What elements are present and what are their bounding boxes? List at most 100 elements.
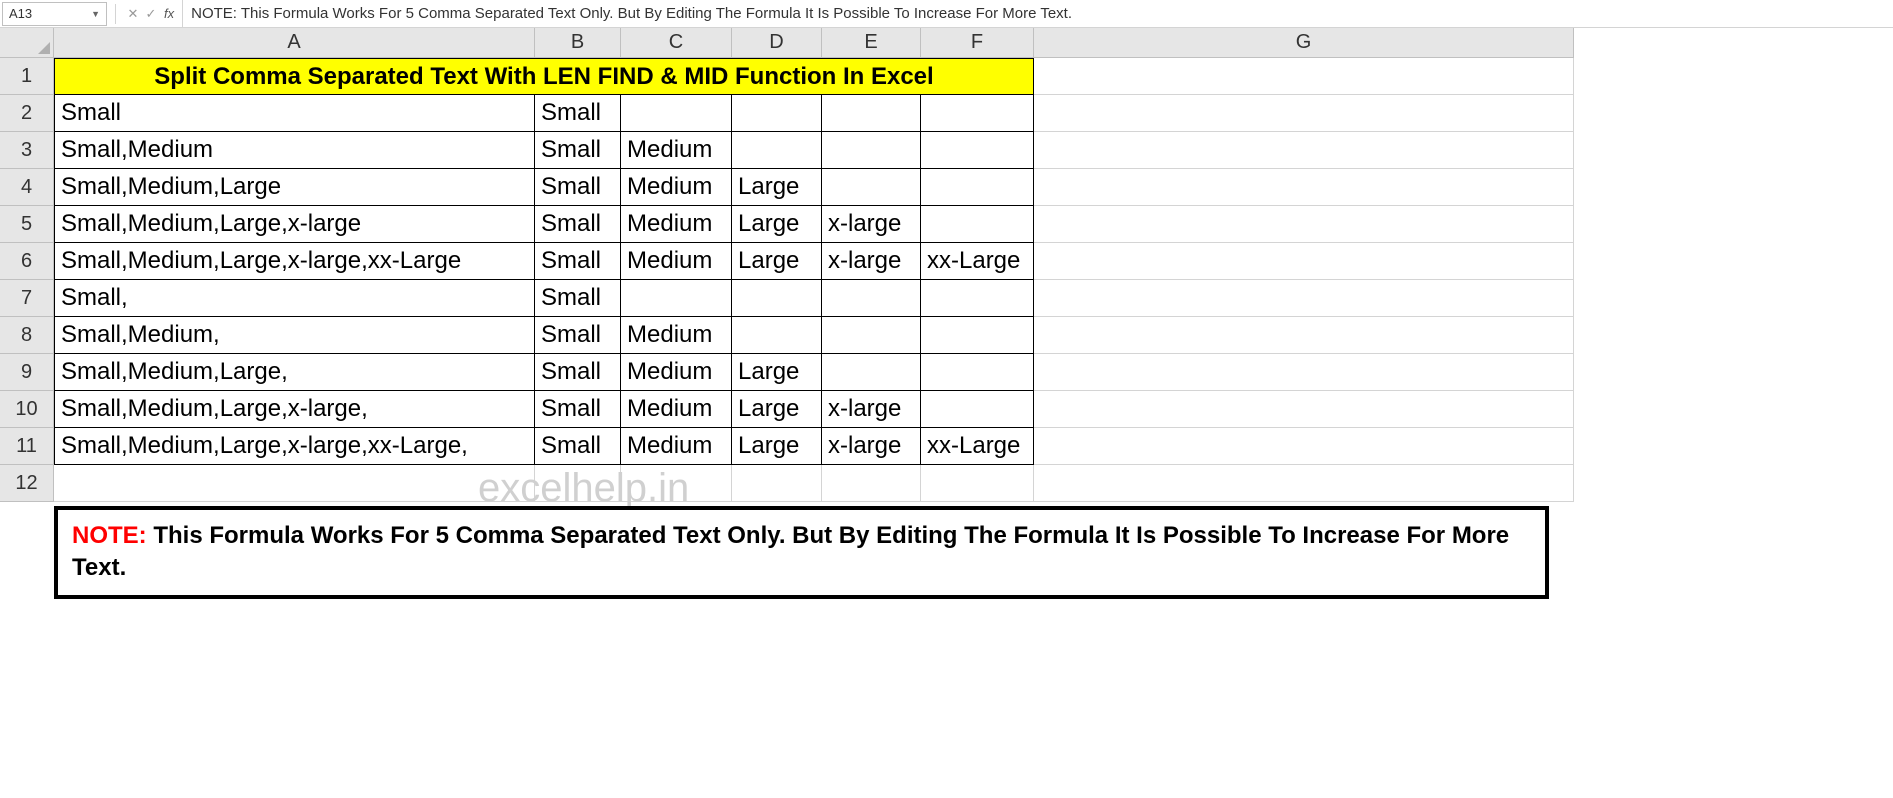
row-header-1[interactable]: 1 — [0, 58, 54, 95]
cell[interactable]: x-large — [822, 243, 921, 280]
cell[interactable] — [921, 465, 1034, 502]
col-header-a[interactable]: A — [54, 28, 535, 58]
row-header-10[interactable]: 10 — [0, 391, 54, 428]
cell[interactable] — [822, 95, 921, 132]
row-header-8[interactable]: 8 — [0, 317, 54, 354]
row-header-9[interactable]: 9 — [0, 354, 54, 391]
cell[interactable] — [822, 354, 921, 391]
row-header-7[interactable]: 7 — [0, 280, 54, 317]
cell[interactable] — [621, 95, 732, 132]
cancel-icon[interactable]: ✕ — [124, 4, 142, 24]
cell[interactable] — [1034, 206, 1574, 243]
cell[interactable]: Large — [732, 354, 822, 391]
cell[interactable]: Small — [535, 169, 621, 206]
cell[interactable] — [1034, 95, 1574, 132]
row-header-4[interactable]: 4 — [0, 169, 54, 206]
cell[interactable] — [732, 132, 822, 169]
col-header-d[interactable]: D — [732, 28, 822, 58]
cell[interactable]: Medium — [621, 317, 732, 354]
cell[interactable] — [921, 169, 1034, 206]
cell[interactable]: xx-Large — [921, 243, 1034, 280]
cell[interactable] — [54, 465, 535, 502]
cell[interactable]: Medium — [621, 243, 732, 280]
cell[interactable] — [822, 317, 921, 354]
cell[interactable] — [822, 169, 921, 206]
cell[interactable] — [1034, 465, 1574, 502]
cell[interactable]: Small — [535, 132, 621, 169]
cell[interactable]: Small,Medium,Large,x-large, — [54, 391, 535, 428]
enter-icon[interactable]: ✓ — [142, 4, 160, 24]
cell[interactable] — [1034, 132, 1574, 169]
cell[interactable]: Medium — [621, 169, 732, 206]
cell[interactable]: Small,Medium,Large,x-large,xx-Large, — [54, 428, 535, 465]
cell[interactable]: Small — [535, 95, 621, 132]
cell[interactable] — [1034, 354, 1574, 391]
row-header-2[interactable]: 2 — [0, 95, 54, 132]
col-header-g[interactable]: G — [1034, 28, 1574, 58]
cell[interactable]: x-large — [822, 391, 921, 428]
cell[interactable]: Medium — [621, 391, 732, 428]
cell[interactable]: x-large — [822, 428, 921, 465]
cell[interactable] — [1034, 317, 1574, 354]
cell[interactable]: Large — [732, 243, 822, 280]
cell[interactable]: Small — [535, 317, 621, 354]
cell[interactable]: Large — [732, 391, 822, 428]
cell[interactable]: Small,Medium,Large,x-large,xx-Large — [54, 243, 535, 280]
cell[interactable] — [921, 317, 1034, 354]
col-header-e[interactable]: E — [822, 28, 921, 58]
cell[interactable]: Small,Medium,Large — [54, 169, 535, 206]
cell[interactable]: Small,Medium — [54, 132, 535, 169]
row-header-11[interactable]: 11 — [0, 428, 54, 465]
cell[interactable]: Medium — [621, 132, 732, 169]
cell[interactable]: Medium — [621, 206, 732, 243]
cell[interactable] — [921, 206, 1034, 243]
fx-icon[interactable]: fx — [164, 6, 174, 21]
cell[interactable] — [921, 280, 1034, 317]
cell[interactable]: Medium — [621, 354, 732, 391]
cell[interactable]: Small — [535, 428, 621, 465]
cell[interactable]: xx-Large — [921, 428, 1034, 465]
cell[interactable]: Large — [732, 428, 822, 465]
cell[interactable]: Small — [535, 391, 621, 428]
cell[interactable] — [822, 132, 921, 169]
title-cell[interactable]: Split Comma Separated Text With LEN FIND… — [54, 58, 1034, 95]
cell[interactable] — [822, 280, 921, 317]
name-box[interactable]: A13 ▼ — [2, 2, 107, 26]
cell[interactable]: x-large — [822, 206, 921, 243]
cell[interactable]: Small — [535, 206, 621, 243]
name-box-dropdown-icon[interactable]: ▼ — [91, 9, 100, 19]
cell[interactable] — [1034, 391, 1574, 428]
cell[interactable]: Small — [535, 243, 621, 280]
cell[interactable]: Medium — [621, 428, 732, 465]
cell[interactable] — [1034, 169, 1574, 206]
cell[interactable] — [621, 280, 732, 317]
cell[interactable] — [1034, 280, 1574, 317]
row-header-6[interactable]: 6 — [0, 243, 54, 280]
cell[interactable] — [732, 465, 822, 502]
col-header-f[interactable]: F — [921, 28, 1034, 58]
cell[interactable] — [732, 280, 822, 317]
cell[interactable]: Small — [535, 280, 621, 317]
cell[interactable] — [921, 354, 1034, 391]
note-box[interactable]: NOTE: This Formula Works For 5 Comma Sep… — [54, 506, 1549, 599]
cell[interactable] — [822, 465, 921, 502]
cell[interactable]: Large — [732, 206, 822, 243]
cell[interactable] — [535, 465, 621, 502]
cell[interactable]: Small,Medium, — [54, 317, 535, 354]
col-header-c[interactable]: C — [621, 28, 732, 58]
row-header-5[interactable]: 5 — [0, 206, 54, 243]
cell[interactable] — [1034, 243, 1574, 280]
cell[interactable] — [921, 132, 1034, 169]
row-header-12[interactable]: 12 — [0, 465, 54, 502]
cell[interactable] — [921, 391, 1034, 428]
formula-input[interactable]: NOTE: This Formula Works For 5 Comma Sep… — [182, 0, 1893, 27]
cell[interactable]: Large — [732, 169, 822, 206]
cell[interactable] — [1034, 428, 1574, 465]
cell[interactable] — [1034, 58, 1574, 95]
col-header-b[interactable]: B — [535, 28, 621, 58]
cell[interactable] — [732, 95, 822, 132]
cell[interactable] — [921, 95, 1034, 132]
row-header-3[interactable]: 3 — [0, 132, 54, 169]
select-all-corner[interactable] — [0, 28, 54, 58]
cell[interactable]: Small — [535, 354, 621, 391]
